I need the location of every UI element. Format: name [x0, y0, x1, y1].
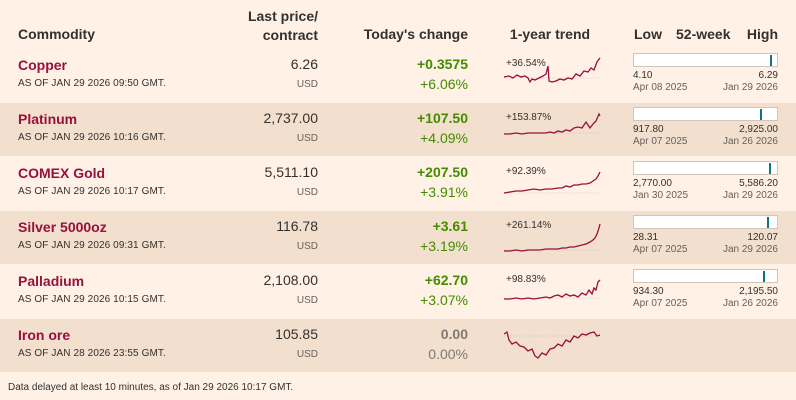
range-bar [633, 215, 778, 229]
52-week-range-palladium: 934.30 Apr 07 2025 2,195.50 Jan 26 2026 [633, 269, 778, 315]
change-value: +3.61 [432, 218, 468, 234]
as-of-timestamp: AS OF JAN 29 2026 10:17 GMT. [18, 186, 166, 197]
change-value: +107.50 [417, 110, 468, 126]
header-trend: 1-year trend [509, 26, 591, 42]
range-high-date: Jan 29 2026 [722, 244, 778, 255]
range-high-value: 6.29 [758, 70, 778, 81]
range-high-value: 2,195.50 [739, 286, 778, 297]
table-row-platinum: Platinum AS OF JAN 29 2026 10:16 GMT. 2,… [0, 103, 796, 156]
commodity-link-platinum[interactable]: Platinum [18, 111, 78, 127]
sparkline-palladium [504, 279, 601, 300]
range-marker [770, 55, 772, 66]
range-low-value: 934.30 [633, 286, 664, 297]
header-last-price-line2: contract [262, 27, 318, 43]
range-low-value: 28.31 [633, 232, 659, 243]
last-price: 116.78 [276, 218, 318, 234]
range-marker [767, 217, 769, 228]
change-value: +207.50 [417, 164, 468, 180]
change-value: +0.3575 [417, 56, 468, 72]
price-unit: USD [296, 133, 318, 144]
commodity-link-palladium[interactable]: Palladium [18, 273, 85, 289]
range-low-date: Apr 07 2025 [633, 298, 688, 309]
trend-label: +92.39% [506, 166, 546, 177]
range-marker [763, 271, 765, 282]
range-bar [633, 269, 778, 283]
range-low-date: Apr 07 2025 [633, 244, 688, 255]
header-last-price: Last price/ contract [222, 7, 318, 45]
52-week-range-comex-gold: 2,770.00 Jan 30 2025 5,586.20 Jan 29 202… [633, 161, 778, 207]
range-high-date: Jan 29 2026 [722, 82, 778, 93]
sparkline-platinum [504, 112, 601, 135]
change-percent: +3.19% [420, 238, 468, 254]
range-high-value: 120.07 [747, 232, 778, 243]
sparkline-silver [504, 223, 601, 252]
price-unit: USD [296, 241, 318, 252]
as-of-timestamp: AS OF JAN 29 2026 09:31 GMT. [18, 240, 166, 251]
commodity-link-iron-ore[interactable]: Iron ore [18, 327, 71, 343]
as-of-timestamp: AS OF JAN 28 2026 23:55 GMT. [18, 348, 166, 359]
table-row-silver: Silver 5000oz AS OF JAN 29 2026 09:31 GM… [0, 211, 796, 264]
as-of-timestamp: AS OF JAN 29 2026 10:15 GMT. [18, 294, 166, 305]
table-row-copper: Copper AS OF JAN 29 2026 09:50 GMT. 6.26… [0, 49, 796, 102]
range-high-value: 2,925.00 [739, 124, 778, 135]
range-high-date: Jan 26 2026 [722, 136, 778, 147]
table-header: Commodity Last price/ contract Today's c… [0, 0, 796, 48]
table-row-palladium: Palladium AS OF JAN 29 2026 10:15 GMT. 2… [0, 265, 796, 318]
change-value: 0.00 [440, 326, 468, 342]
range-low-date: Apr 08 2025 [633, 82, 688, 93]
52-week-range-copper: 4.10 Apr 08 2025 6.29 Jan 29 2026 [633, 53, 778, 99]
sparkline-iron-ore [503, 330, 601, 359]
price-unit: USD [296, 349, 318, 360]
change-percent: +3.91% [420, 184, 468, 200]
header-todays-change: Today's change [363, 26, 468, 42]
change-percent: +6.06% [420, 76, 468, 92]
price-unit: USD [296, 295, 318, 306]
price-unit: USD [296, 187, 318, 198]
range-high-value: 5,586.20 [739, 178, 778, 189]
sparkline-comex-gold [503, 171, 601, 194]
range-marker [760, 109, 762, 120]
range-bar [633, 161, 778, 175]
range-marker [769, 163, 771, 174]
commodity-link-copper[interactable]: Copper [18, 57, 67, 73]
trend-label: +153.87% [506, 112, 552, 123]
as-of-timestamp: AS OF JAN 29 2026 10:16 GMT. [18, 132, 166, 143]
trend-label: +98.83% [506, 274, 546, 285]
last-price: 5,511.10 [264, 164, 318, 180]
52-week-range-platinum: 917.80 Apr 07 2025 2,925.00 Jan 26 2026 [633, 107, 778, 153]
last-price: 105.85 [275, 326, 318, 342]
table-row-iron-ore: Iron ore AS OF JAN 28 2026 23:55 GMT. 10… [0, 319, 796, 372]
table-row-comex-gold: COMEX Gold AS OF JAN 29 2026 10:17 GMT. … [0, 157, 796, 210]
price-unit: USD [296, 79, 318, 90]
change-value: +62.70 [424, 272, 468, 288]
change-percent: 0.00% [428, 346, 468, 362]
change-percent: +3.07% [420, 292, 468, 308]
trend-label: +261.14% [506, 220, 552, 231]
range-high-date: Jan 26 2026 [722, 298, 778, 309]
range-low-date: Apr 07 2025 [633, 136, 688, 147]
range-high-date: Jan 29 2026 [722, 190, 778, 201]
range-low-value: 4.10 [633, 70, 653, 81]
last-price: 6.26 [290, 56, 318, 72]
header-last-price-line1: Last price/ [247, 8, 318, 24]
last-price: 2,108.00 [263, 272, 319, 288]
52-week-range-silver: 28.31 Apr 07 2025 120.07 Jan 29 2026 [633, 215, 778, 261]
header-commodity: Commodity [18, 26, 95, 42]
header-low: Low [634, 26, 662, 42]
data-delay-note: Data delayed at least 10 minutes, as of … [8, 382, 294, 393]
commodity-link-silver[interactable]: Silver 5000oz [18, 219, 107, 235]
header-high: High [746, 26, 778, 42]
range-bar [633, 53, 778, 67]
trend-label: +36.54% [506, 58, 546, 69]
as-of-timestamp: AS OF JAN 29 2026 09:50 GMT. [18, 78, 166, 89]
commodity-link-comex-gold[interactable]: COMEX Gold [18, 165, 106, 181]
header-52-week: 52-week [676, 26, 731, 42]
sparkline-copper [503, 57, 601, 84]
range-low-date: Jan 30 2025 [633, 190, 689, 201]
change-percent: +4.09% [420, 130, 468, 146]
range-bar [633, 107, 778, 121]
last-price: 2,737.00 [263, 110, 319, 126]
range-low-value: 2,770.00 [633, 178, 672, 189]
range-low-value: 917.80 [633, 124, 664, 135]
